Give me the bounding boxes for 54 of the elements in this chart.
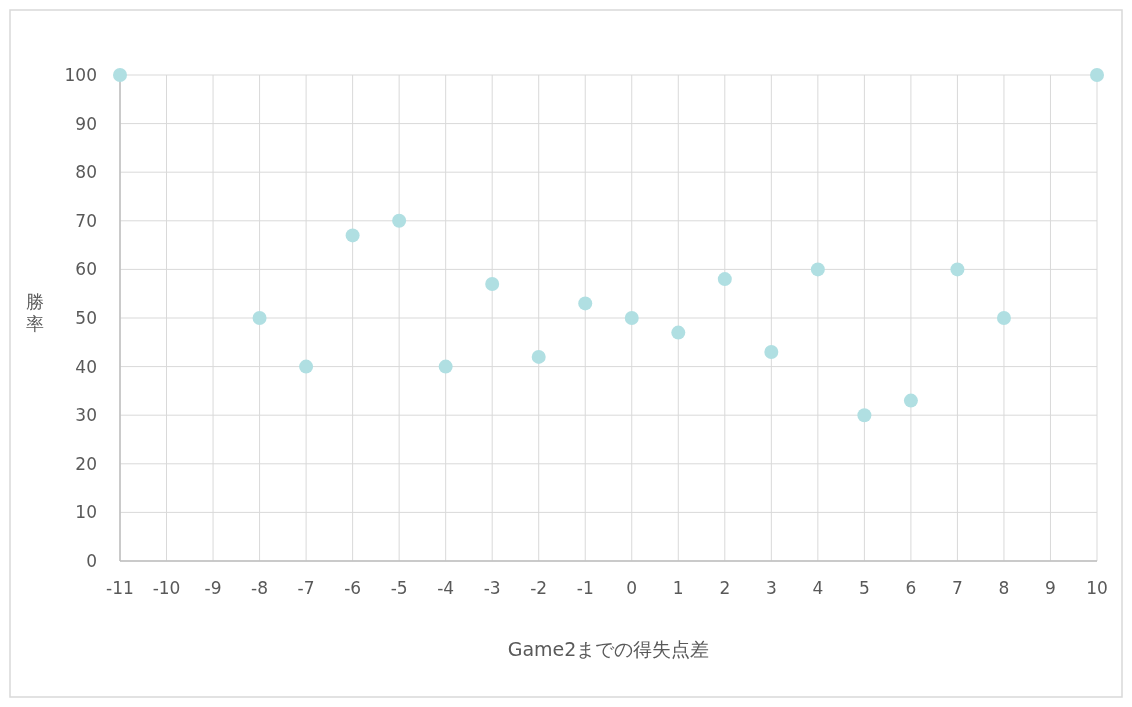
x-tick-label: -6 <box>344 578 362 598</box>
x-tick-label: 2 <box>719 578 731 598</box>
y-tick-label: 20 <box>75 453 97 474</box>
x-tick-label: 10 <box>1086 578 1108 598</box>
point <box>996 311 1011 325</box>
y-tick-label: 10 <box>75 502 97 523</box>
point <box>717 272 732 287</box>
point <box>810 262 825 277</box>
y-tick-label: 50 <box>75 308 97 328</box>
point <box>764 345 779 360</box>
point <box>903 393 918 408</box>
point <box>857 408 872 423</box>
x-tick-label: 6 <box>905 578 917 598</box>
x-tick-label: -3 <box>483 578 501 598</box>
y-tick-label: 0 <box>86 551 97 571</box>
point <box>578 296 593 311</box>
point <box>299 359 314 374</box>
x-tick-label: -8 <box>251 578 269 598</box>
y-tick-label: 30 <box>75 405 97 426</box>
point <box>252 311 267 325</box>
y-tick-label: 60 <box>75 259 97 280</box>
y-tick-label: 80 <box>75 162 97 183</box>
y-axis-title: 勝率 <box>26 291 44 334</box>
point <box>1090 68 1104 82</box>
x-tick-label: -7 <box>297 578 315 598</box>
point <box>531 349 546 364</box>
x-tick-label: -11 <box>106 578 134 598</box>
x-tick-label: -1 <box>576 578 594 598</box>
x-tick-label: -9 <box>204 578 222 598</box>
y-tick-label: 70 <box>75 210 97 231</box>
x-tick-label: -2 <box>530 578 548 598</box>
point <box>671 325 686 340</box>
x-tick-label: 7 <box>952 578 963 598</box>
x-tick-label: 0 <box>626 578 638 598</box>
point <box>345 228 360 243</box>
x-tick-label: 9 <box>1045 578 1056 598</box>
x-tick-label: 8 <box>998 578 1010 598</box>
x-tick-label: 1 <box>672 578 684 598</box>
x-tick-label: 4 <box>812 578 824 598</box>
y-tick-label: 100 <box>64 65 97 85</box>
point <box>485 276 500 291</box>
point <box>392 213 407 228</box>
y-tick-label: 90 <box>75 113 97 134</box>
point <box>950 262 965 277</box>
x-tick-label: -5 <box>390 578 408 598</box>
x-tick-label: 3 <box>765 578 777 598</box>
point <box>624 311 639 325</box>
point <box>113 68 127 82</box>
x-tick-label: -10 <box>152 578 181 598</box>
point <box>438 359 453 374</box>
x-tick-label: 5 <box>858 578 870 598</box>
x-axis-title: Game2までの得失点差 <box>507 638 710 660</box>
x-tick-label: -4 <box>437 578 455 598</box>
y-tick-label: 40 <box>75 356 97 377</box>
